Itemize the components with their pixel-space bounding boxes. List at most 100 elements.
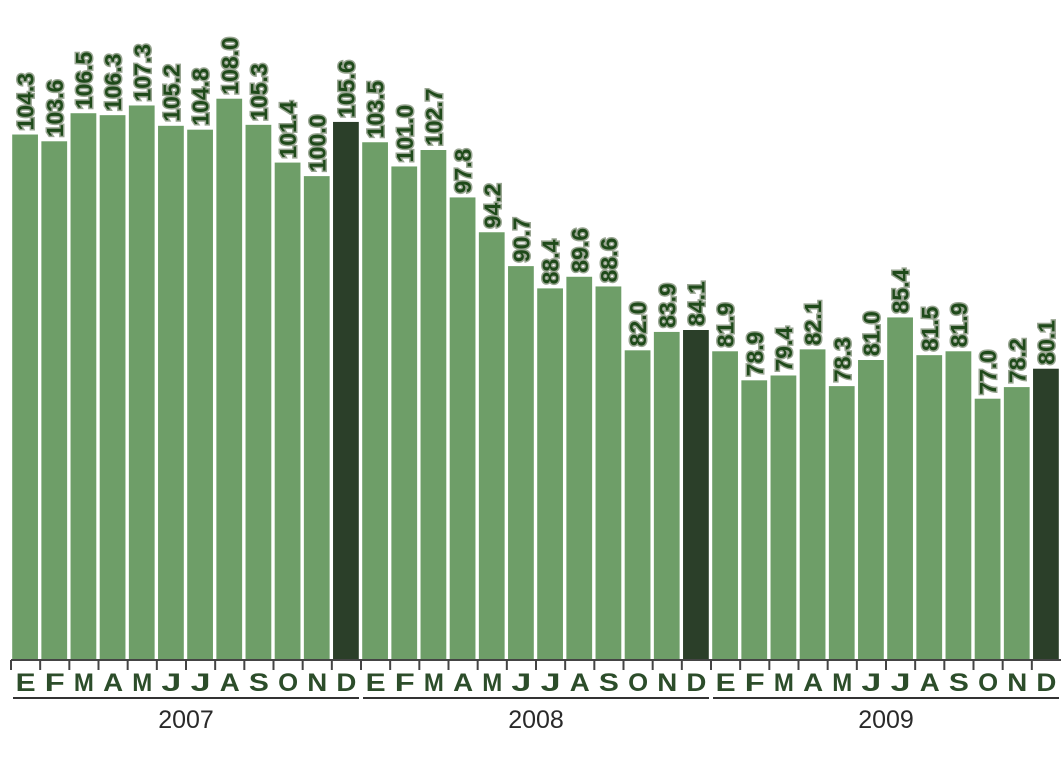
bar	[1033, 369, 1059, 660]
bar	[654, 332, 680, 660]
value-label: 81.0	[858, 311, 884, 356]
month-label: O	[978, 669, 998, 697]
bar	[741, 380, 767, 660]
month-label: M	[132, 669, 152, 697]
month-label: M	[482, 669, 502, 697]
bar	[333, 122, 359, 660]
value-label: 78.3	[829, 337, 855, 382]
value-label: 88.4	[538, 239, 564, 284]
bar	[71, 113, 97, 660]
value-label: 107.3	[129, 44, 155, 102]
month-label: S	[949, 669, 969, 697]
year-label: 2007	[158, 706, 214, 734]
value-label: 106.3	[100, 54, 126, 112]
month-label: M	[832, 669, 852, 697]
value-label: 81.5	[917, 306, 943, 351]
bar	[187, 130, 213, 660]
month-label: N	[307, 669, 327, 697]
value-label: 78.2	[1004, 338, 1030, 383]
value-label: 100.0	[304, 115, 330, 173]
bar	[391, 166, 417, 660]
bar	[596, 286, 622, 660]
bar	[829, 386, 855, 660]
month-labels-group: EFMAMJJASONDEFMAMJJASONDEFMAMJJASOND	[16, 669, 1057, 697]
bar	[158, 126, 184, 660]
month-label: D	[336, 669, 356, 697]
bar	[771, 375, 797, 660]
value-label: 89.6	[567, 228, 593, 273]
year-label: 2009	[858, 706, 914, 734]
bar	[275, 163, 301, 660]
month-label: N	[657, 669, 677, 697]
value-label: 105.2	[158, 64, 184, 122]
bar	[508, 266, 534, 660]
bar	[887, 317, 913, 660]
value-label: 82.0	[625, 302, 651, 347]
value-label: 80.1	[1033, 320, 1059, 365]
month-label: A	[803, 669, 823, 697]
value-label: 81.9	[946, 303, 972, 348]
bar	[41, 141, 67, 660]
month-label: O	[628, 669, 648, 697]
month-label: A	[570, 669, 590, 697]
bar	[712, 351, 738, 660]
value-label: 94.2	[479, 183, 505, 228]
month-label: J	[541, 669, 561, 697]
bar	[858, 360, 884, 660]
value-label: 106.5	[71, 51, 97, 109]
value-label: 102.7	[421, 88, 447, 146]
month-label: A	[103, 669, 123, 697]
bar	[537, 288, 563, 660]
value-label: 104.3	[13, 73, 39, 131]
bar	[129, 105, 155, 660]
bar	[800, 349, 826, 660]
bar	[362, 142, 388, 660]
month-label: M	[774, 669, 794, 697]
month-label: N	[1007, 669, 1027, 697]
value-label: 83.9	[654, 283, 680, 328]
value-label: 90.7	[508, 217, 534, 262]
month-label: A	[920, 669, 940, 697]
value-label: 108.0	[217, 37, 243, 95]
bar	[916, 355, 942, 660]
month-label: F	[745, 669, 765, 697]
value-label: 85.4	[888, 268, 914, 313]
bar	[1004, 387, 1030, 660]
bar	[625, 350, 651, 660]
value-label: 101.4	[275, 101, 301, 159]
month-label: S	[249, 669, 269, 697]
value-label: 88.6	[596, 238, 622, 283]
month-label: A	[453, 669, 473, 697]
month-label: J	[161, 669, 181, 697]
month-label: F	[395, 669, 415, 697]
month-label: E	[16, 669, 36, 697]
bar	[566, 277, 592, 660]
value-label: 82.1	[800, 300, 826, 345]
value-label: 77.0	[975, 350, 1001, 395]
value-label: 105.6	[333, 60, 359, 118]
month-label: J	[511, 669, 531, 697]
month-label: O	[278, 669, 298, 697]
month-label: J	[891, 669, 911, 697]
value-label: 97.8	[450, 148, 476, 193]
bar	[100, 115, 126, 660]
value-label: 78.9	[742, 332, 768, 377]
bar	[683, 330, 709, 660]
bar	[12, 135, 38, 660]
month-label: D	[1036, 669, 1056, 697]
value-label: 84.1	[683, 281, 709, 326]
value-label: 105.3	[246, 63, 272, 121]
month-label: E	[716, 669, 736, 697]
month-label: M	[424, 669, 444, 697]
bar	[450, 197, 476, 660]
bar	[216, 99, 242, 660]
value-label: 81.9	[713, 303, 739, 348]
value-label: 103.6	[42, 80, 68, 138]
bar	[421, 150, 447, 660]
bar	[304, 176, 330, 660]
month-label: S	[599, 669, 619, 697]
bar	[975, 399, 1001, 660]
value-label: 103.5	[363, 80, 389, 138]
bar	[479, 232, 505, 660]
